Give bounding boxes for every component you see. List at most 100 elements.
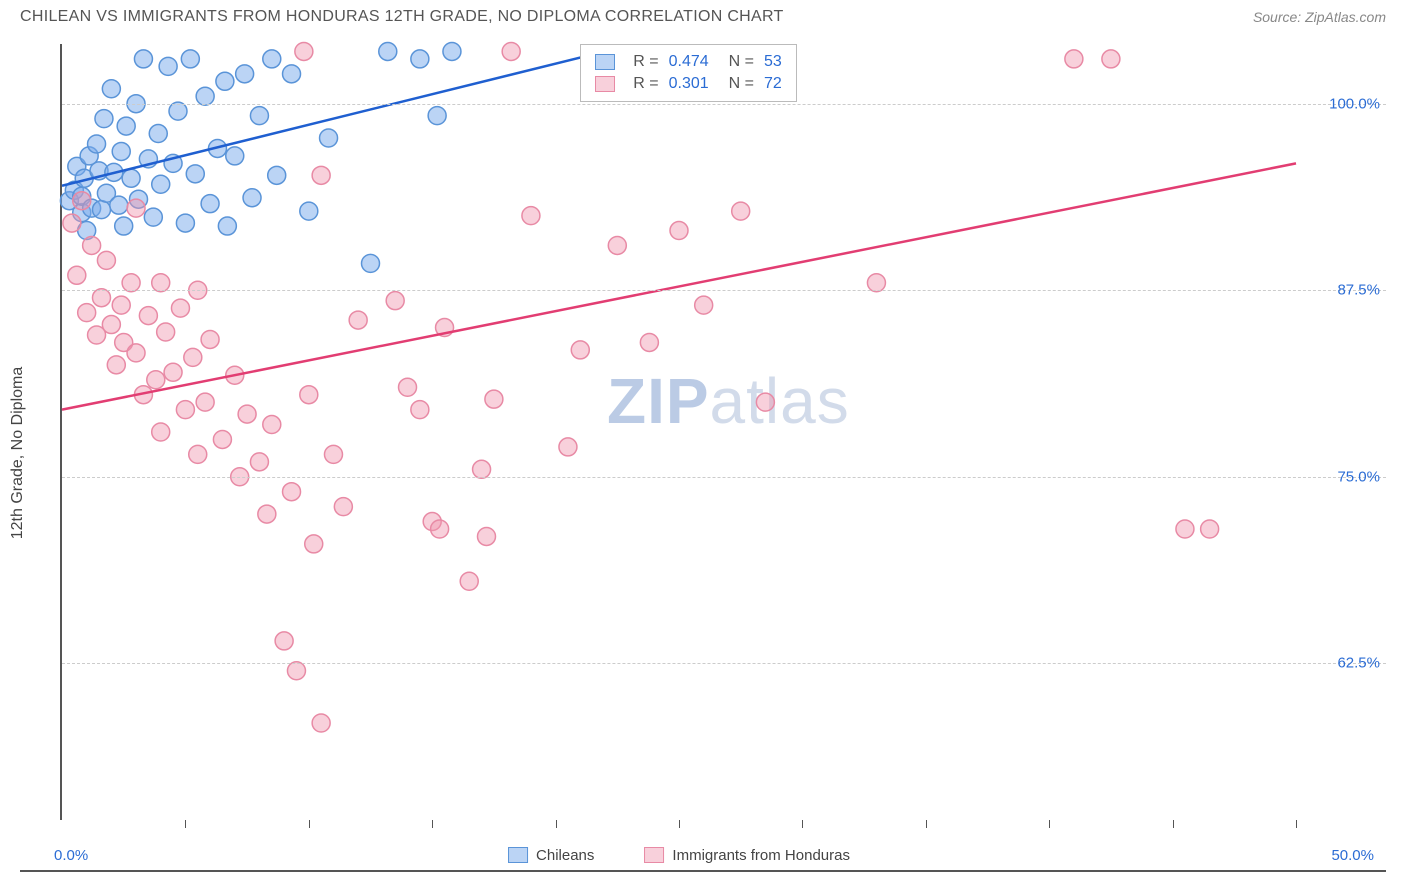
data-point xyxy=(226,147,244,165)
data-point xyxy=(443,42,461,60)
data-point xyxy=(1201,520,1219,538)
data-point xyxy=(144,208,162,226)
data-point xyxy=(431,520,449,538)
regression-line xyxy=(62,51,605,185)
data-point xyxy=(399,378,417,396)
data-point xyxy=(300,202,318,220)
data-point xyxy=(159,57,177,75)
data-point xyxy=(78,304,96,322)
data-point xyxy=(184,348,202,366)
data-point xyxy=(386,292,404,310)
data-point xyxy=(186,165,204,183)
data-point xyxy=(295,42,313,60)
data-point xyxy=(201,330,219,348)
series-legend: Chileans Immigrants from Honduras xyxy=(508,847,850,864)
n-value-chileans: 53 xyxy=(764,53,782,71)
data-point xyxy=(324,445,342,463)
data-point xyxy=(571,341,589,359)
data-point xyxy=(216,72,234,90)
data-point xyxy=(236,65,254,83)
data-point xyxy=(485,390,503,408)
legend-swatch-icon xyxy=(644,847,664,863)
data-point xyxy=(110,196,128,214)
data-point xyxy=(867,274,885,292)
data-point xyxy=(268,166,286,184)
y-tick-label: 100.0% xyxy=(1329,95,1380,112)
data-point xyxy=(152,175,170,193)
y-axis-label: 12th Grade, No Diploma xyxy=(9,367,27,540)
data-point xyxy=(250,107,268,125)
y-tick-label: 62.5% xyxy=(1337,655,1380,672)
data-point xyxy=(608,236,626,254)
chart-source: Source: ZipAtlas.com xyxy=(1253,9,1386,25)
data-point xyxy=(92,289,110,307)
data-point xyxy=(102,80,120,98)
data-point xyxy=(334,498,352,516)
plot-area: ZIPatlas R = 0.474 N = 53 R = 0.301 N = … xyxy=(60,44,1296,820)
data-point xyxy=(732,202,750,220)
scatter-svg xyxy=(62,44,1296,820)
data-point xyxy=(83,236,101,254)
data-point xyxy=(102,316,120,334)
chart-header: CHILEAN VS IMMIGRANTS FROM HONDURAS 12TH… xyxy=(0,0,1406,30)
data-point xyxy=(127,344,145,362)
data-point xyxy=(428,107,446,125)
y-tick-label: 87.5% xyxy=(1337,282,1380,299)
data-point xyxy=(134,50,152,68)
legend-item-chileans: Chileans xyxy=(508,847,594,864)
data-point xyxy=(97,251,115,269)
data-point xyxy=(411,401,429,419)
data-point xyxy=(189,445,207,463)
data-point xyxy=(283,65,301,83)
legend-swatch-honduras xyxy=(595,76,615,92)
data-point xyxy=(379,42,397,60)
data-point xyxy=(1176,520,1194,538)
data-point xyxy=(1102,50,1120,68)
data-point xyxy=(122,274,140,292)
data-point xyxy=(238,405,256,423)
data-point xyxy=(164,363,182,381)
data-point xyxy=(411,50,429,68)
r-value-honduras: 0.301 xyxy=(669,75,709,93)
data-point xyxy=(756,393,774,411)
data-point xyxy=(460,572,478,590)
data-point xyxy=(362,254,380,272)
data-point xyxy=(477,527,495,545)
data-point xyxy=(312,166,330,184)
data-point xyxy=(263,416,281,434)
data-point xyxy=(149,125,167,143)
data-point xyxy=(263,50,281,68)
data-point xyxy=(349,311,367,329)
data-point xyxy=(670,222,688,240)
data-point xyxy=(300,386,318,404)
data-point xyxy=(127,199,145,217)
data-point xyxy=(201,195,219,213)
data-point xyxy=(152,423,170,441)
data-point xyxy=(287,662,305,680)
chart-title: CHILEAN VS IMMIGRANTS FROM HONDURAS 12TH… xyxy=(20,8,784,26)
y-tick-label: 75.0% xyxy=(1337,468,1380,485)
r-value-chileans: 0.474 xyxy=(669,53,709,71)
legend-item-honduras: Immigrants from Honduras xyxy=(644,847,850,864)
data-point xyxy=(312,714,330,732)
x-axis-min-label: 0.0% xyxy=(54,847,88,864)
data-point xyxy=(112,296,130,314)
data-point xyxy=(139,307,157,325)
legend-swatch-chileans xyxy=(595,54,615,70)
data-point xyxy=(147,371,165,389)
data-point xyxy=(88,135,106,153)
data-point xyxy=(115,217,133,235)
data-point xyxy=(95,110,113,128)
x-axis-max-label: 50.0% xyxy=(1331,847,1374,864)
legend-swatch-icon xyxy=(508,847,528,863)
data-point xyxy=(1065,50,1083,68)
n-value-honduras: 72 xyxy=(764,75,782,93)
data-point xyxy=(250,453,268,471)
data-point xyxy=(502,42,520,60)
data-point xyxy=(305,535,323,553)
data-point xyxy=(157,323,175,341)
chart-container: 12th Grade, No Diploma ZIPatlas R = 0.47… xyxy=(20,36,1386,872)
data-point xyxy=(112,142,130,160)
data-point xyxy=(275,632,293,650)
data-point xyxy=(181,50,199,68)
